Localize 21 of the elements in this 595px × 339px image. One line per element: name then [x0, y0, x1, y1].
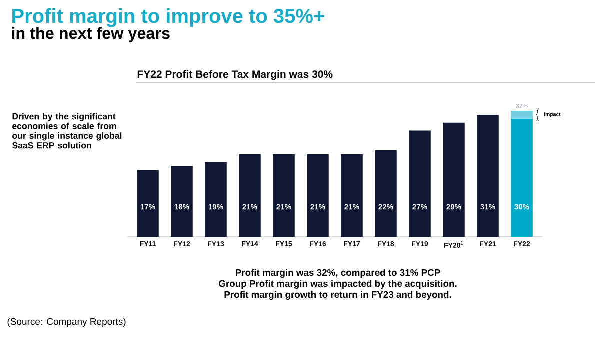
chart-subtitle: in the next few years — [12, 27, 170, 42]
bar — [239, 154, 261, 237]
bar — [511, 111, 533, 119]
bar — [171, 166, 193, 237]
bar — [273, 154, 295, 237]
text: Profit margin growth to return in FY23 and beyond. — [224, 291, 452, 300]
bar — [511, 118, 533, 237]
bar — [477, 114, 499, 237]
text: Driven by the significant economies of scale from our single instance global SaaS ERP solution — [12, 113, 122, 149]
bar — [205, 162, 227, 237]
text: Profit margin was 32%, compared to 31% PCP — [236, 269, 440, 278]
bar — [375, 150, 397, 237]
bar — [409, 130, 431, 237]
bar — [341, 154, 363, 237]
text: FY22 Profit Before Tax Margin was 30% — [138, 70, 333, 80]
text: (Source: Company Reports) — [8, 318, 126, 327]
bar — [443, 122, 465, 237]
chart-title: Profit margin to improve to 35%+ — [12, 8, 324, 28]
bar — [307, 154, 329, 237]
bar — [137, 170, 159, 237]
text: Group Profit margin was impacted by the acquisition. — [219, 280, 457, 289]
